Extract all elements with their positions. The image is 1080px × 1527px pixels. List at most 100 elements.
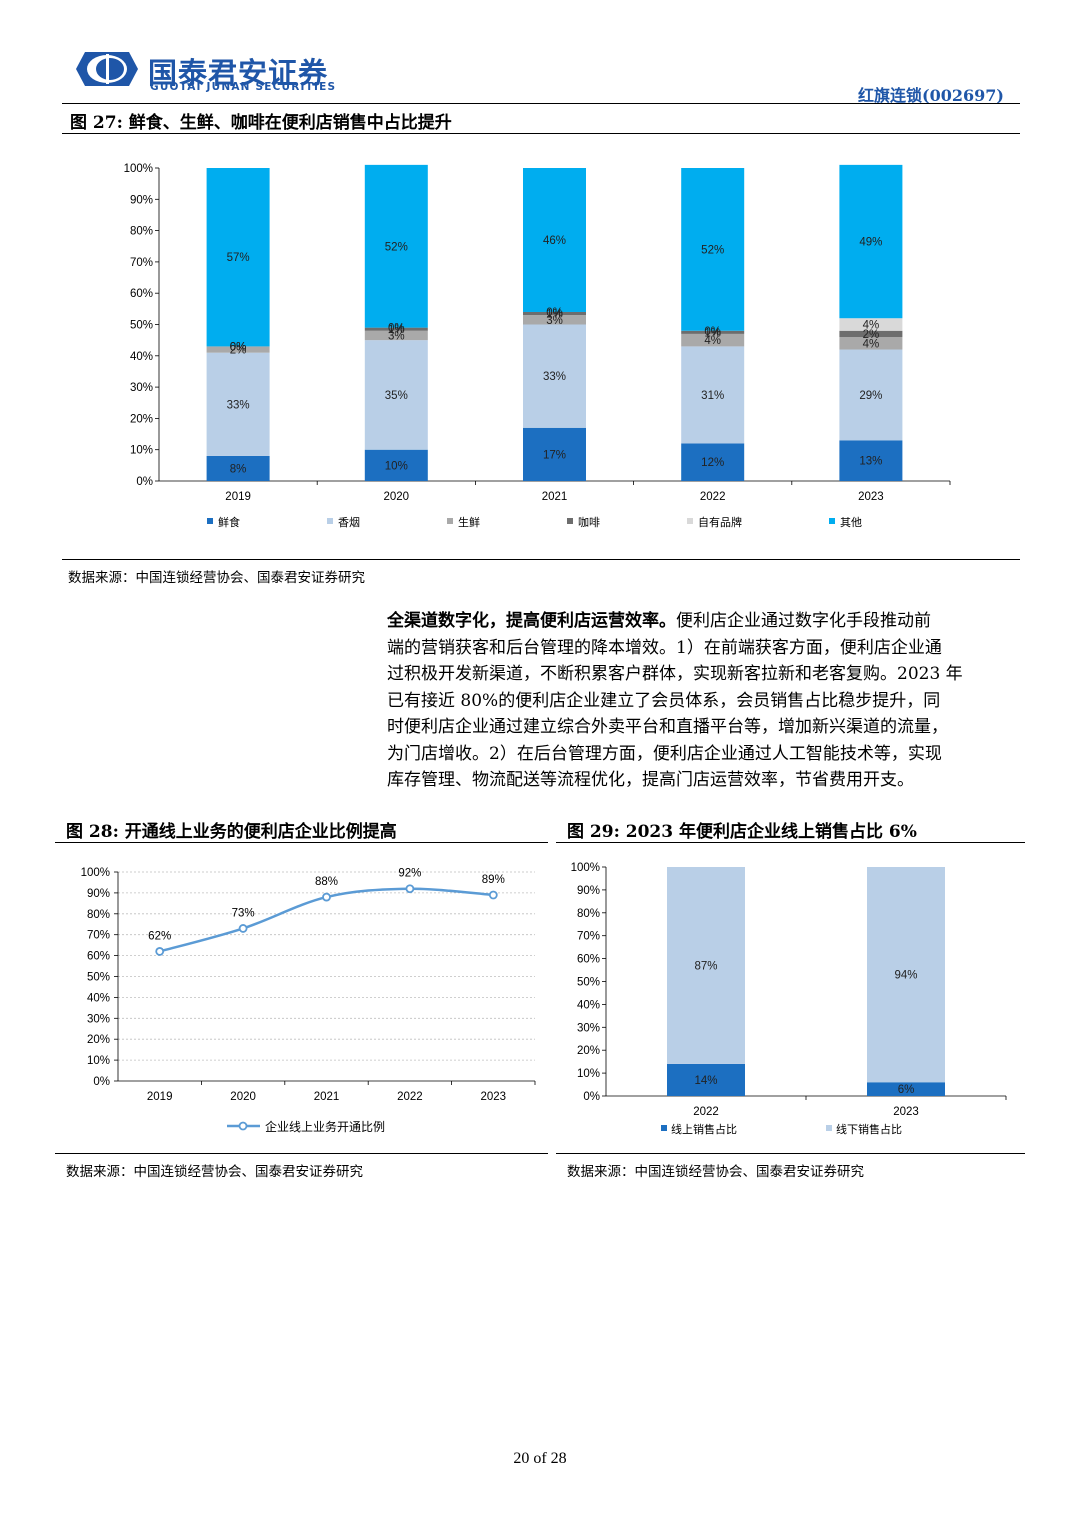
data-label: 8%: [230, 463, 247, 475]
bar-segment-2020-生鲜: [364, 330, 428, 341]
bar-segment-2021-其他: [523, 168, 586, 312]
y-tick-label: 10%: [87, 1055, 110, 1067]
data-label: 57%: [227, 252, 250, 264]
bar-segment-2023-线下销售占比: [867, 867, 945, 1083]
y-tick-label: 30%: [87, 1013, 110, 1025]
data-label: 31%: [701, 390, 724, 402]
y-tick-label: 30%: [130, 382, 153, 394]
data-label: 4%: [863, 338, 880, 350]
data-label: 73%: [232, 907, 255, 919]
paragraph-line-3: 过积极开发新渠道，不断积累客户群体，实现新客拉新和老客复购。2023 年: [387, 664, 963, 684]
y-tick-label: 0%: [93, 1076, 110, 1088]
y-tick-label: 90%: [87, 888, 110, 900]
fig29-title: 图 29: 2023 年便利店企业线上销售占比 6%: [567, 822, 917, 842]
legend-label: 咖啡: [578, 515, 600, 529]
data-point-2022: [405, 884, 415, 894]
fig28-source: 数据来源：中国连锁经营协会、国泰君安证券研究: [66, 1164, 363, 1180]
fig27-source: 数据来源：中国连锁经营协会、国泰君安证券研究: [68, 570, 365, 586]
bar-segment-2023-其他: [839, 164, 903, 319]
y-tick-label: 0%: [136, 476, 153, 488]
y-tick-label: 90%: [577, 885, 600, 897]
data-label: 4%: [863, 320, 880, 332]
data-label: 17%: [543, 449, 566, 461]
data-point-2021: [322, 892, 331, 902]
data-label: 52%: [385, 241, 408, 253]
fig28-chart: 0% 10% 20% 30% 40% 50% 60% 70% 80% 90% 100% 62% 2019…: [81, 867, 536, 1134]
fig27-title: 图 27: 鲜食、生鲜、咖啡在便利店销售中占比提升: [70, 113, 452, 133]
bar-segment-2023-自有品牌: [839, 318, 903, 331]
data-label: 89%: [482, 874, 505, 886]
paragraph-line-1: 全渠道数字化，提高便利店运营效率。便利店企业通过数字化手段推动前: [387, 608, 1003, 635]
y-tick-label: 20%: [130, 413, 153, 425]
data-label: 1%: [704, 327, 721, 339]
fig28-bottom-rule: [55, 1153, 548, 1154]
bar-segment-2022-线下销售占比: [667, 867, 745, 1064]
x-tick-label: 2020: [230, 1091, 256, 1103]
data-point-2020: [238, 924, 248, 933]
data-label: 1%: [546, 309, 563, 321]
x-tick-label: 2020: [384, 491, 410, 503]
logo-hexagon-icon: [76, 52, 138, 86]
x-tick-label: 2019: [147, 1091, 173, 1103]
bar-segment-2019-生鲜: [206, 346, 270, 353]
bar-segment-2020-其他: [364, 164, 428, 328]
data-label: 46%: [543, 235, 566, 247]
legend-swatch-生鲜: [447, 518, 453, 524]
data-label: 0%: [388, 323, 405, 335]
x-tick-label: 2023: [893, 1106, 919, 1118]
company-name-en: GUOTAI JUNAN SECURITIES: [150, 81, 337, 93]
paragraph-line-1-rest: 便利店企业通过数字化手段推动前: [676, 611, 931, 631]
bar-segment-2023-鲜食: [839, 440, 903, 481]
data-label: 88%: [315, 876, 338, 888]
fig29-title-rule: [556, 842, 1025, 843]
data-label: 87%: [694, 960, 717, 972]
data-label: 29%: [859, 390, 882, 402]
y-tick-label: 60%: [130, 288, 153, 300]
paragraph-line-5: 时便利店企业通过建立综合外卖平台和直播平台等，增加新兴渠道的流量，: [387, 717, 948, 737]
bar-segment-2022-线上销售占比: [667, 1063, 745, 1096]
data-label: 10%: [385, 460, 408, 472]
y-tick-label: 10%: [577, 1068, 600, 1080]
legend-label: 鲜食: [218, 515, 240, 529]
bar-segment-2022-咖啡: [681, 330, 745, 334]
data-label: 6%: [898, 1084, 915, 1096]
fig28-title-rule: [55, 842, 548, 843]
bar-segment-2019-香烟: [206, 352, 270, 456]
legend-swatch-线下销售占比: [826, 1125, 832, 1131]
data-label: 2%: [230, 345, 247, 357]
y-tick-label: 100%: [81, 867, 110, 879]
paragraph-line-2: 端的营销获客和后台管理的降本增效。1）在前端获客方面，便利店企业通: [387, 637, 942, 658]
bar-segment-2021-鲜食: [523, 427, 586, 481]
bar-segment-2020-咖啡: [364, 327, 428, 331]
y-tick-label: 70%: [130, 257, 153, 269]
y-tick-label: 60%: [87, 951, 110, 963]
y-tick-label: 50%: [577, 977, 600, 989]
x-tick-label: 2023: [481, 1091, 507, 1103]
legend-label: 线上销售占比: [671, 1122, 737, 1136]
paragraph-line-7: 库存管理、物流配送等流程优化，提高门店运营效率，节省费用开支。: [387, 770, 914, 790]
legend-label: 企业线上业务开通比例: [265, 1119, 385, 1134]
company-name-cn: 国泰君安证券: [148, 56, 329, 90]
y-tick-label: 0%: [583, 1091, 600, 1103]
legend-swatch-鲜食: [207, 518, 213, 524]
y-tick-label: 80%: [87, 909, 110, 921]
data-label: 62%: [148, 930, 171, 942]
data-label: 3%: [388, 330, 405, 342]
fig29-bottom-rule: [556, 1153, 1025, 1154]
bar-segment-2020-鲜食: [364, 449, 428, 481]
y-tick-label: 90%: [130, 194, 153, 206]
fig28-title: 图 28: 开通线上业务的便利店企业比例提高: [66, 822, 397, 842]
paragraph-line-6: 为门店增收。2）在后台管理方面，便利店企业通过人工智能技术等，实现: [387, 743, 942, 764]
legend-marker: [238, 1121, 248, 1131]
y-tick-label: 80%: [130, 226, 153, 238]
bar-segment-2022-鲜食: [681, 443, 745, 481]
paragraph-line-4: 已有接近 80%的便利店企业建立了会员体系，会员销售占比稳步提升，同: [387, 690, 941, 711]
data-label: 0%: [546, 307, 563, 319]
legend-swatch-线上销售占比: [661, 1125, 667, 1131]
data-label: 52%: [701, 244, 724, 256]
bar-segment-2022-其他: [681, 168, 745, 331]
fig29-source: 数据来源：中国连锁经营协会、国泰君安证券研究: [567, 1164, 864, 1180]
y-tick-label: 40%: [87, 992, 110, 1004]
data-label: 35%: [385, 390, 408, 402]
body-paragraph: 全渠道数字化，提高便利店运营效率。便利店企业通过数字化手段推动前 端的营销获客和…: [387, 608, 1003, 794]
